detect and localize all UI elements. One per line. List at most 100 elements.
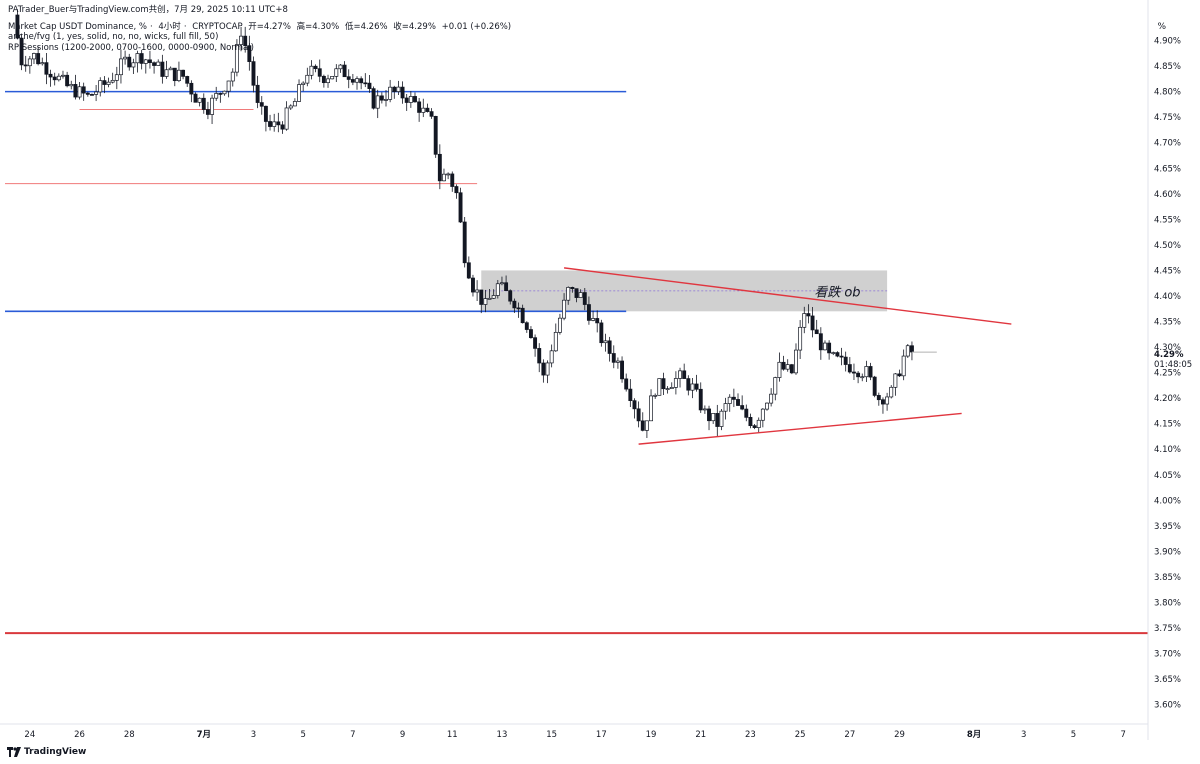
candle-body-162[interactable] xyxy=(686,378,691,391)
candle-body-123[interactable] xyxy=(524,322,529,330)
candle-body-97[interactable] xyxy=(417,101,422,113)
candle-body-172[interactable] xyxy=(727,396,732,404)
candle-body-87[interactable] xyxy=(375,95,380,109)
candle-body-83[interactable] xyxy=(359,78,364,84)
candle-body-125[interactable] xyxy=(533,337,538,349)
candle-body-17[interactable] xyxy=(85,92,90,95)
candle-body-49[interactable] xyxy=(218,93,223,95)
candle-body-127[interactable] xyxy=(541,362,546,376)
candle-body-103[interactable] xyxy=(442,173,446,182)
candle-body-156[interactable] xyxy=(661,378,666,390)
candle-body-42[interactable] xyxy=(189,82,194,95)
candle-body-120[interactable] xyxy=(512,300,517,309)
candle-body-16[interactable] xyxy=(81,86,86,94)
candle-body-62[interactable] xyxy=(272,121,277,127)
candle-body-18[interactable] xyxy=(90,94,94,96)
candle-body-98[interactable] xyxy=(421,107,426,113)
candle-body-108[interactable] xyxy=(462,221,467,264)
candle-body-139[interactable] xyxy=(591,318,596,321)
candle-body-5[interactable] xyxy=(36,53,41,65)
candle-body-182[interactable] xyxy=(769,393,774,404)
candle-body-179[interactable] xyxy=(756,419,761,428)
candle-body-126[interactable] xyxy=(537,348,542,364)
candle-body-82[interactable] xyxy=(355,78,359,83)
candle-body-205[interactable] xyxy=(864,366,869,378)
candle-body-134[interactable] xyxy=(570,287,575,289)
candle-body-144[interactable] xyxy=(611,353,616,363)
candle-body-183[interactable] xyxy=(773,377,778,395)
candle-body-170[interactable] xyxy=(719,410,724,427)
candle-body-19[interactable] xyxy=(94,91,99,95)
candle-body-11[interactable] xyxy=(61,74,65,77)
candle-body-159[interactable] xyxy=(673,378,678,388)
candle-body-99[interactable] xyxy=(425,107,430,112)
candle-body-107[interactable] xyxy=(458,192,463,223)
candle-body-27[interactable] xyxy=(127,56,132,68)
candle-body-187[interactable] xyxy=(789,364,794,374)
candle-body-92[interactable] xyxy=(396,86,401,92)
candle-body-80[interactable] xyxy=(346,76,351,80)
candle-body-203[interactable] xyxy=(856,372,861,378)
candle-body-166[interactable] xyxy=(702,408,707,411)
candle-body-48[interactable] xyxy=(214,93,219,99)
candle-body-128[interactable] xyxy=(545,362,550,376)
candle-body-28[interactable] xyxy=(131,62,136,68)
candle-body-152[interactable] xyxy=(644,420,649,431)
candle-body-208[interactable] xyxy=(876,395,881,401)
candle-body-89[interactable] xyxy=(384,99,388,101)
candle-body-34[interactable] xyxy=(156,61,161,66)
candle-body-132[interactable] xyxy=(562,299,567,319)
candle-body-199[interactable] xyxy=(839,355,844,358)
candle-body-51[interactable] xyxy=(226,80,231,92)
candle-body-8[interactable] xyxy=(48,73,53,78)
candle-body-176[interactable] xyxy=(744,408,749,418)
candle-body-181[interactable] xyxy=(765,402,769,410)
candle-body-141[interactable] xyxy=(599,322,604,344)
candle-body-211[interactable] xyxy=(889,386,894,398)
candle-body-85[interactable] xyxy=(367,82,372,89)
candle-body-110[interactable] xyxy=(471,277,475,293)
candle-body-29[interactable] xyxy=(135,53,140,64)
candle-body-169[interactable] xyxy=(715,413,720,427)
candle-body-155[interactable] xyxy=(657,378,662,396)
candle-body-212[interactable] xyxy=(893,373,898,388)
candle-body-121[interactable] xyxy=(516,307,521,310)
candle-body-73[interactable] xyxy=(317,68,322,77)
candle-body-93[interactable] xyxy=(400,86,405,99)
candle-body-86[interactable] xyxy=(371,88,376,109)
candle-body-116[interactable] xyxy=(495,283,500,296)
candle-body-114[interactable] xyxy=(487,297,492,300)
candle-body-115[interactable] xyxy=(491,295,496,299)
candle-body-75[interactable] xyxy=(326,78,330,84)
candle-body-71[interactable] xyxy=(309,65,314,76)
candle-body-111[interactable] xyxy=(475,289,480,293)
candle-body-185[interactable] xyxy=(781,361,786,370)
candle-body-63[interactable] xyxy=(276,121,281,126)
candle-body-113[interactable] xyxy=(483,298,488,305)
candle-body-65[interactable] xyxy=(284,107,289,130)
candle-body-50[interactable] xyxy=(222,90,227,95)
candle-body-21[interactable] xyxy=(102,80,107,85)
candle-body-31[interactable] xyxy=(143,59,148,64)
candle-body-56[interactable] xyxy=(247,45,252,62)
candle-body-178[interactable] xyxy=(752,425,757,428)
candle-body-2[interactable] xyxy=(23,64,28,67)
candle-body-189[interactable] xyxy=(798,326,803,351)
candle-body-81[interactable] xyxy=(350,79,355,83)
candle-body-102[interactable] xyxy=(437,153,442,182)
candle-body-143[interactable] xyxy=(607,340,612,354)
candle-body-68[interactable] xyxy=(297,84,301,102)
candle-body-77[interactable] xyxy=(334,68,339,77)
indicator-fvg[interactable]: anche/fvg (1, yes, solid, no, no, wicks,… xyxy=(8,32,219,42)
candle-body-206[interactable] xyxy=(868,366,873,378)
candle-body-196[interactable] xyxy=(827,342,832,354)
candle-body-146[interactable] xyxy=(620,360,625,380)
candle-body-105[interactable] xyxy=(450,173,455,187)
candle-body-209[interactable] xyxy=(881,399,885,405)
candle-body-215[interactable] xyxy=(905,345,910,357)
candle-body-214[interactable] xyxy=(901,355,906,377)
candle-body-47[interactable] xyxy=(210,97,215,115)
candle-body-124[interactable] xyxy=(528,329,533,339)
candle-body-117[interactable] xyxy=(500,282,504,285)
